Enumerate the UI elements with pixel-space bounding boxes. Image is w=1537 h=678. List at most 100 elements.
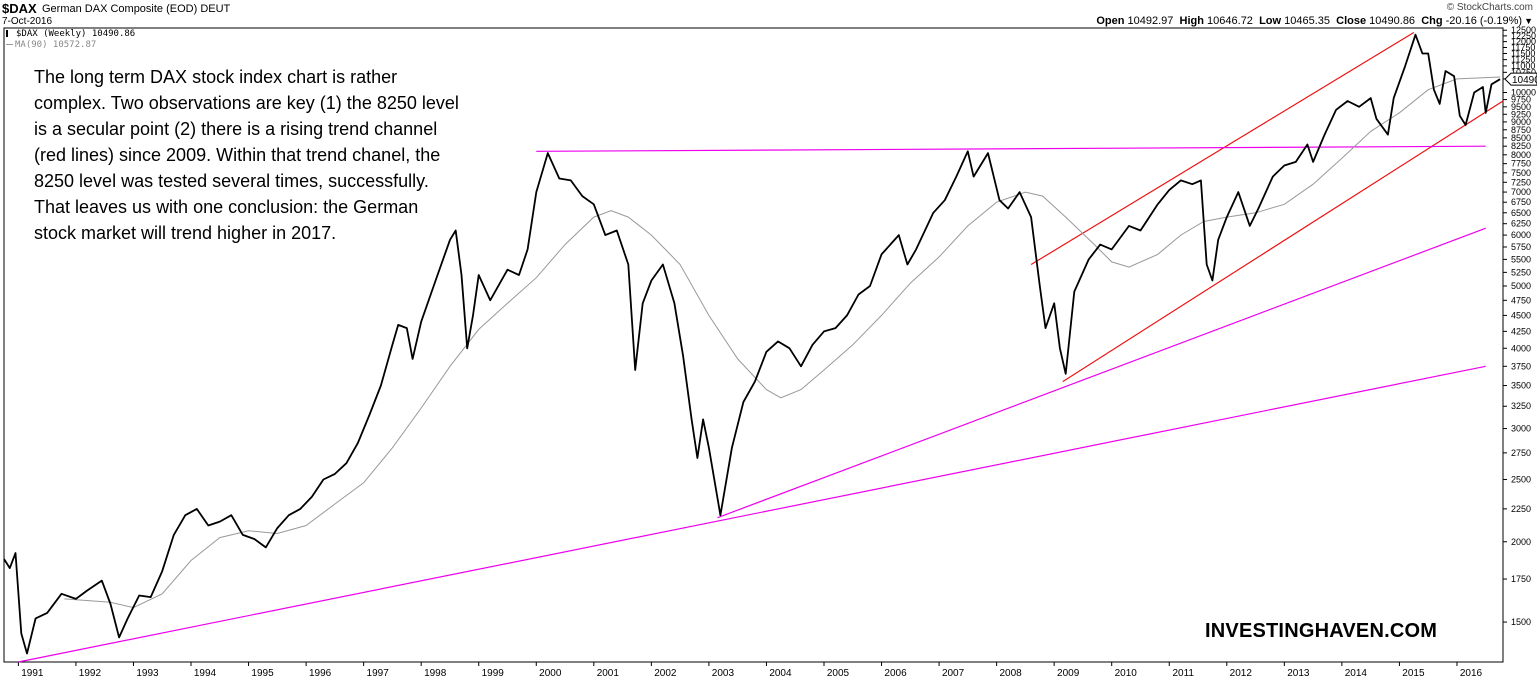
- y-tick-label: 11500: [1511, 48, 1535, 58]
- open-label: Open: [1096, 15, 1125, 27]
- x-tick-label: 2006: [884, 668, 907, 678]
- plot-border: [3, 27, 1504, 663]
- ma-swatch-icon: [6, 44, 13, 45]
- x-tick-label: 2013: [1287, 668, 1310, 678]
- y-tick-label: 7250: [1511, 177, 1531, 187]
- close-value: 10490.86: [1369, 15, 1416, 27]
- x-tick-label: 1994: [194, 668, 217, 678]
- last-value-label: 10490: [1512, 75, 1537, 86]
- x-tick-label: 1995: [251, 668, 274, 678]
- low-value: 10465.35: [1284, 15, 1331, 27]
- y-tick-label: 9000: [1511, 117, 1531, 127]
- ticker-symbol: $DAX: [2, 1, 37, 16]
- y-tick-label: 11250: [1511, 55, 1535, 65]
- x-tick-label: 2011: [1172, 668, 1194, 678]
- y-tick-label: 10000: [1511, 88, 1536, 98]
- trend-lines: [18, 31, 1504, 663]
- exchange-label: DEUT: [200, 3, 231, 15]
- price-line: [3, 33, 1501, 655]
- chg-value: -20.16 (-0.19%): [1445, 15, 1523, 27]
- y-tick-label: 12500: [1511, 25, 1536, 35]
- y-tick-label: 3750: [1511, 361, 1531, 371]
- open-value: 10492.97: [1127, 15, 1174, 27]
- x-tick-label: 2009: [1057, 668, 1080, 678]
- high-value: 10646.72: [1207, 15, 1253, 27]
- y-tick-label: 9750: [1511, 95, 1531, 105]
- y-tick-label: 3250: [1511, 401, 1531, 411]
- high-label: High: [1179, 15, 1204, 27]
- y-tick-label: 5750: [1511, 242, 1531, 252]
- y-tick-label: 2000: [1511, 537, 1531, 547]
- x-tick-label: 2003: [712, 668, 735, 678]
- y-tick-label: 9250: [1511, 109, 1531, 119]
- channel-lower: [1062, 100, 1504, 383]
- chart-date: 7-Oct-2016: [2, 16, 53, 27]
- y-tick-label: 11000: [1511, 61, 1535, 71]
- y-tick-label: 9500: [1511, 102, 1531, 112]
- x-axis: 1991 1992 1993 1994 1995 1996 1997 1998 1999 2000…: [17, 662, 1483, 678]
- legend-ma: MA(90) 10572.87: [6, 40, 135, 51]
- y-tick-label: 10750: [1511, 67, 1536, 77]
- y-tick-label: 1750: [1511, 574, 1531, 584]
- x-tick-label: 1993: [136, 668, 159, 678]
- channel-upper: [1030, 31, 1415, 266]
- y-tick-label: 6500: [1511, 208, 1531, 218]
- x-tick-label: 1998: [424, 668, 447, 678]
- y-tick-label: 1500: [1511, 617, 1531, 627]
- ma90-line: [64, 76, 1501, 609]
- y-tick-label: 7000: [1511, 187, 1531, 197]
- y-tick-label: 7500: [1511, 168, 1531, 178]
- y-tick-label: 3500: [1511, 381, 1531, 391]
- support-2003: [717, 227, 1486, 519]
- x-tick-label: 2005: [827, 668, 850, 678]
- y-tick-label: 8750: [1511, 125, 1531, 135]
- y-tick-label: 2500: [1511, 474, 1531, 484]
- x-tick-label: 1996: [309, 668, 332, 678]
- legend-price: $DAX (Weekly) 10490.86: [6, 29, 135, 40]
- y-tick-label: 8250: [1511, 141, 1531, 151]
- y-tick-label: 4000: [1511, 343, 1531, 353]
- x-tick-label: 2016: [1460, 668, 1483, 678]
- y-tick-label: 5000: [1511, 281, 1531, 291]
- commentary-text: The long term DAX stock index chart is r…: [34, 67, 459, 243]
- y-tick-label: 7750: [1511, 159, 1531, 169]
- x-tick-label: 1992: [79, 668, 102, 678]
- stockcharts-credit: © StockCharts.com: [1446, 2, 1533, 13]
- chg-label: Chg: [1421, 15, 1443, 27]
- y-tick-label: 6250: [1511, 219, 1531, 229]
- y-tick-label: 11750: [1511, 42, 1535, 52]
- close-label: Close: [1336, 15, 1367, 27]
- low-label: Low: [1259, 15, 1282, 27]
- x-tick-label: 1997: [367, 668, 390, 678]
- support-1991: [18, 365, 1486, 663]
- price-swatch-icon: [6, 30, 14, 37]
- chart-legend: $DAX (Weekly) 10490.86 MA(90) 10572.87: [6, 29, 135, 51]
- dropdown-caret-icon[interactable]: ▼: [1524, 16, 1533, 26]
- plot-frame: [3, 27, 1504, 663]
- x-tick-label: 2000: [539, 668, 562, 678]
- y-tick-label: 5500: [1511, 254, 1531, 264]
- x-tick-label: 2002: [654, 668, 677, 678]
- x-tick-label: 1991: [21, 668, 44, 678]
- chart-header: $DAX German DAX Composite (EOD) DEUT 7-O…: [0, 0, 1537, 30]
- y-tick-label: 6750: [1511, 197, 1531, 207]
- x-tick-label: 2004: [769, 668, 792, 678]
- y-tick-label: 4250: [1511, 326, 1531, 336]
- x-tick-label: 2014: [1345, 668, 1368, 678]
- y-tick-label: 8000: [1511, 150, 1531, 160]
- last-value-tag: [1504, 72, 1537, 86]
- x-tick-label: 2012: [1230, 668, 1253, 678]
- x-tick-label: 2008: [999, 668, 1022, 678]
- ohlc-readout: Open 10492.97 High 10646.72 Low 10465.35…: [1096, 15, 1533, 27]
- y-tick-label: 2250: [1511, 504, 1531, 514]
- y-tick-label: 5250: [1511, 267, 1531, 277]
- watermark: INVESTINGHAVEN.COM: [1205, 620, 1438, 642]
- x-tick-label: 2001: [597, 668, 620, 678]
- y-tick-label: 2750: [1511, 448, 1531, 458]
- index-name: German DAX Composite (EOD) DEUT: [42, 3, 231, 15]
- series-lines: [3, 33, 1501, 655]
- x-tick-label: 1999: [482, 668, 505, 678]
- y-tick-label: 4500: [1511, 310, 1531, 320]
- x-tick-label: 2010: [1115, 668, 1138, 678]
- last-value-marker: 10490: [1504, 72, 1537, 86]
